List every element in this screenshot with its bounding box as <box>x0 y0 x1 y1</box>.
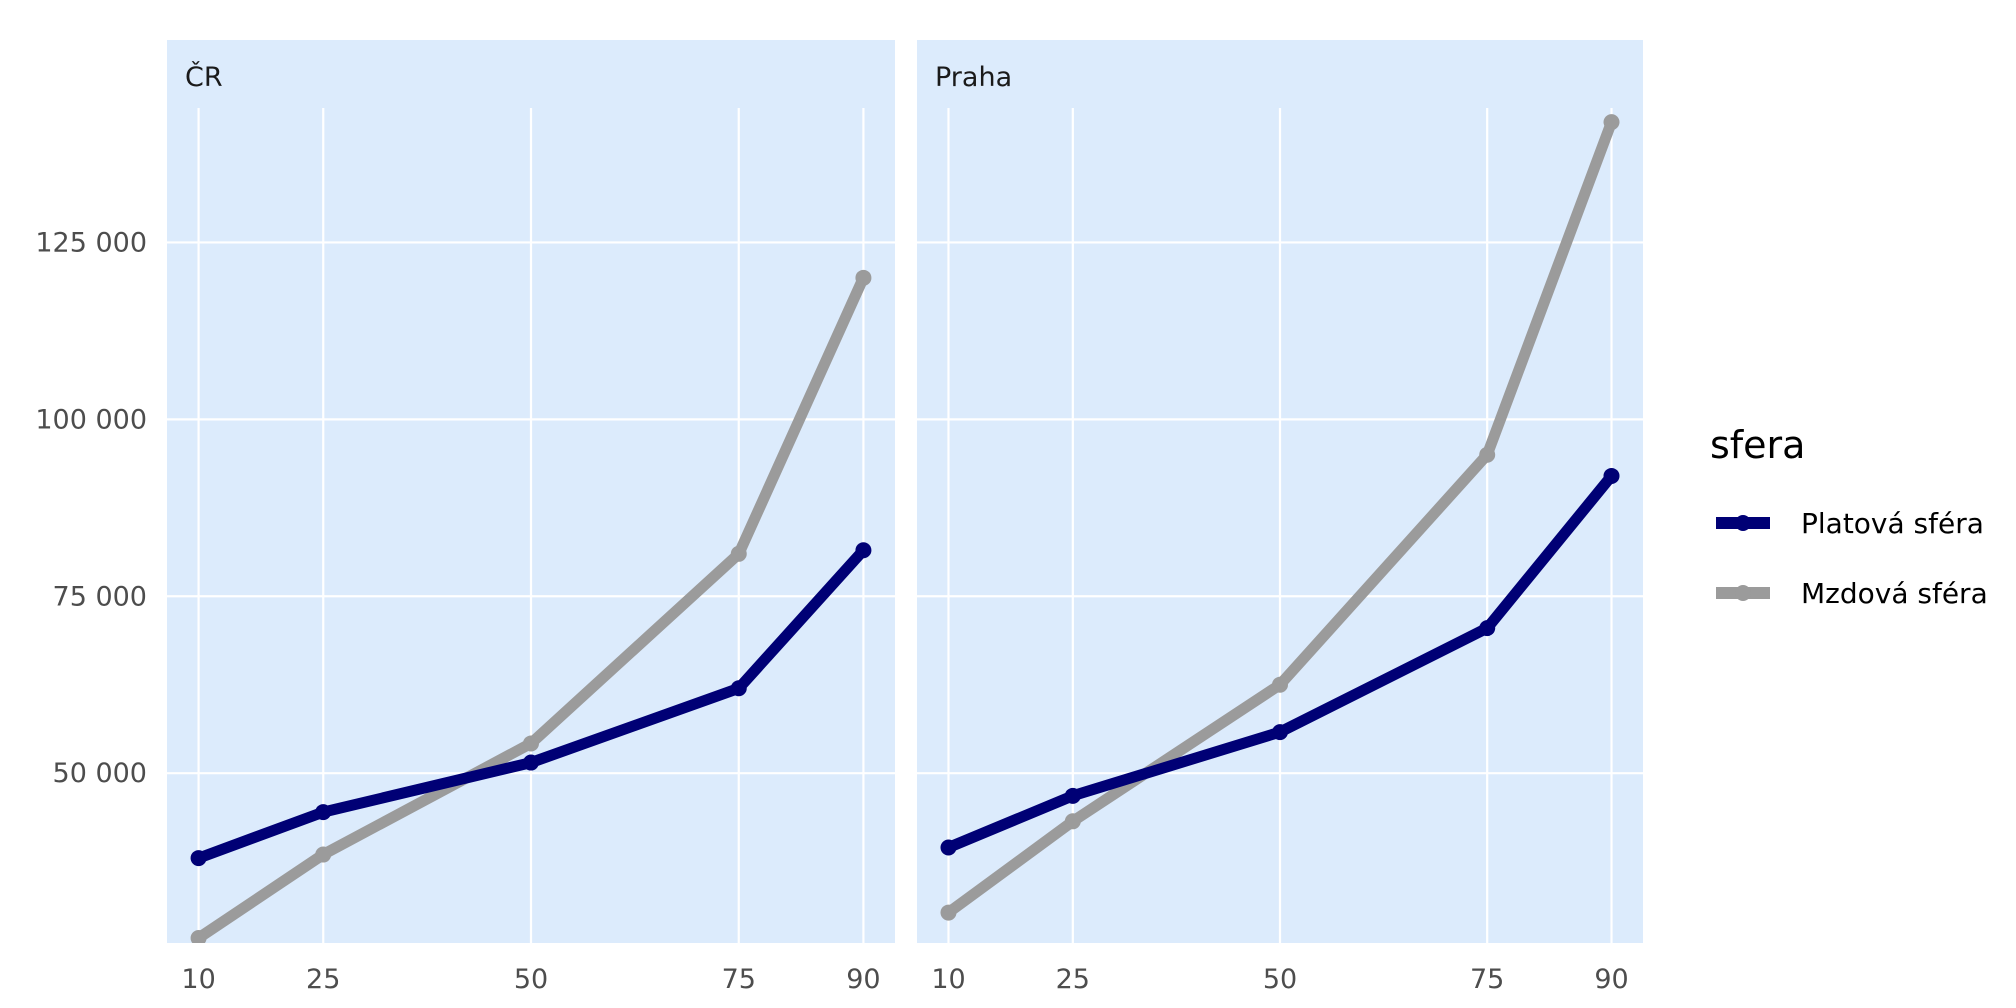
x-tick-label: 75 <box>1470 964 1504 995</box>
legend-label: Platová sféra <box>1801 507 1984 540</box>
y-axis: 50 000 75 000 100 000 125 000 <box>35 227 147 789</box>
legend-key-point <box>1735 585 1751 601</box>
series <box>190 269 872 943</box>
data-point <box>1479 446 1496 463</box>
series <box>940 467 1620 856</box>
data-point <box>315 804 332 821</box>
legend: sfera Platová sféra Mzdová sféra <box>1710 423 1988 610</box>
data-point <box>190 850 207 867</box>
legend-key-point <box>1735 515 1751 531</box>
data-point <box>1479 620 1496 637</box>
data-point <box>190 930 207 943</box>
y-tick-label: 50 000 <box>53 758 147 789</box>
series <box>940 114 1620 921</box>
x-tick-label: 25 <box>1056 964 1090 995</box>
x-tick-label: 90 <box>1594 964 1628 995</box>
facet-strip-label: Praha <box>935 62 1012 93</box>
x-tick-label: 25 <box>306 964 340 995</box>
x-tick-label: 50 <box>514 964 548 995</box>
facet-panels: ČR 10 25 50 75 90 Praha 10 25 50 75 90 <box>167 40 1643 995</box>
data-point <box>523 754 539 771</box>
data-point <box>1272 724 1288 741</box>
data-point <box>940 839 957 856</box>
legend-label: Mzdová sféra <box>1801 577 1988 610</box>
data-point <box>1064 813 1081 830</box>
data-point <box>855 269 872 286</box>
data-point <box>940 904 957 921</box>
x-tick-label: 90 <box>846 964 880 995</box>
data-point <box>1272 676 1288 693</box>
facet-panel: Praha 10 25 50 75 90 <box>917 40 1643 995</box>
data-point <box>855 542 872 559</box>
facet-panel: ČR 10 25 50 75 90 <box>167 40 895 995</box>
y-tick-label: 75 000 <box>53 581 147 612</box>
legend-title: sfera <box>1710 423 1805 467</box>
y-tick-label: 100 000 <box>35 404 147 435</box>
data-point <box>730 545 747 562</box>
series <box>190 542 872 867</box>
y-tick-label: 125 000 <box>35 227 147 258</box>
data-point <box>730 680 747 697</box>
data-point <box>1064 787 1081 804</box>
data-point <box>523 735 539 752</box>
data-point <box>1603 114 1620 131</box>
facet-strip-label: ČR <box>185 61 223 93</box>
data-point <box>315 846 332 863</box>
x-tick-label: 10 <box>181 964 215 995</box>
legend-items: Platová sféra Mzdová sféra <box>1716 507 1988 610</box>
x-tick-label: 10 <box>931 964 965 995</box>
x-tick-label: 50 <box>1263 964 1297 995</box>
x-tick-label: 75 <box>722 964 756 995</box>
data-point <box>1603 467 1620 484</box>
